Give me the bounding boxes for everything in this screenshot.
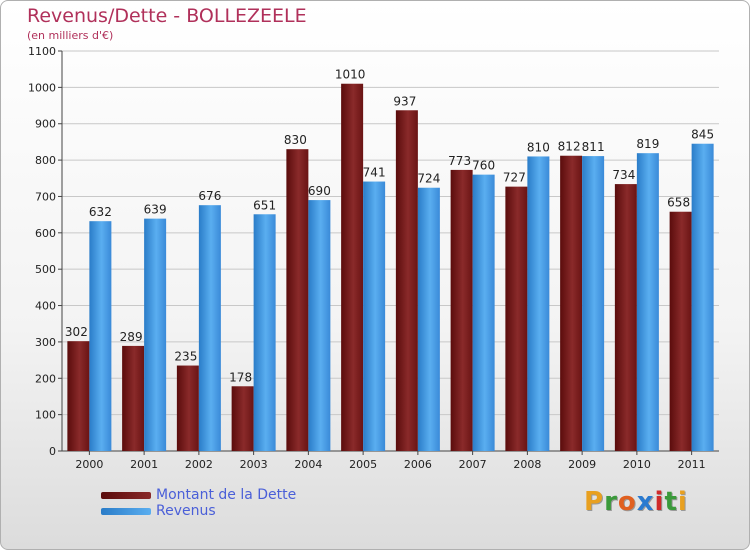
value-labels: 302 632 289 639 235 676 178 651 830 690 1010 741 937… bbox=[65, 68, 714, 385]
value-label-revenus-2007: 760 bbox=[472, 159, 495, 173]
logo-letter: t bbox=[664, 487, 678, 517]
x-tick-label: 2003 bbox=[240, 458, 268, 471]
legend-label-revenus: Revenus bbox=[156, 503, 216, 519]
value-label-dette-2003: 178 bbox=[229, 370, 252, 384]
x-tick-label: 2009 bbox=[568, 458, 596, 471]
value-label-revenus-2009: 811 bbox=[582, 140, 605, 154]
value-label-dette-2005: 1010 bbox=[335, 68, 366, 82]
value-label-revenus-2001: 639 bbox=[144, 203, 167, 217]
bar-revenus-2008 bbox=[527, 156, 550, 452]
value-label-dette-2008: 727 bbox=[503, 171, 526, 185]
value-label-revenus-2005: 741 bbox=[363, 166, 386, 180]
value-label-dette-2004: 830 bbox=[284, 133, 307, 147]
bar-dette-2010 bbox=[614, 184, 637, 451]
value-label-revenus-2002: 676 bbox=[198, 189, 221, 203]
gridlines bbox=[62, 50, 719, 416]
bar-revenus-2003 bbox=[253, 214, 276, 451]
bar-dette-2007 bbox=[450, 169, 473, 451]
logo-letter: o bbox=[617, 487, 637, 517]
value-label-revenus-2006: 724 bbox=[417, 172, 440, 186]
bar-dette-2001 bbox=[122, 345, 145, 451]
x-tick-label: 2011 bbox=[678, 458, 706, 471]
y-tick-label: 300 bbox=[35, 336, 56, 349]
value-label-dette-2006: 937 bbox=[393, 94, 416, 108]
value-label-revenus-2010: 819 bbox=[636, 137, 659, 151]
value-label-dette-2000: 302 bbox=[65, 325, 88, 339]
legend-swatch-dette bbox=[101, 492, 151, 499]
bar-revenus-2009 bbox=[582, 156, 605, 451]
value-label-dette-2001: 289 bbox=[120, 330, 143, 344]
bar-dette-2006 bbox=[395, 110, 418, 451]
value-label-revenus-2004: 690 bbox=[308, 184, 331, 198]
axes: 0 100 200 300 400 500 600 700 800 900 1000 1100 2000… bbox=[28, 45, 719, 471]
logo-letter: i bbox=[654, 487, 665, 517]
bar-dette-2000 bbox=[67, 341, 90, 451]
value-label-revenus-2000: 632 bbox=[89, 205, 112, 219]
value-label-dette-2010: 734 bbox=[612, 168, 635, 182]
bar-revenus-2011 bbox=[691, 143, 714, 451]
bar-revenus-2004 bbox=[308, 200, 331, 451]
bar-dette-2004 bbox=[286, 149, 309, 451]
y-tick-label: 400 bbox=[35, 300, 56, 313]
x-tick-label: 2000 bbox=[75, 458, 103, 471]
bar-revenus-2002 bbox=[198, 205, 221, 451]
bar-revenus-2000 bbox=[89, 221, 112, 451]
value-label-dette-2011: 658 bbox=[667, 196, 690, 210]
bar-dette-2011 bbox=[669, 211, 692, 451]
bar-dette-2008 bbox=[505, 186, 528, 452]
bar-revenus-2010 bbox=[636, 153, 659, 451]
y-tick-label: 200 bbox=[35, 372, 56, 385]
logo-letter: r bbox=[604, 487, 618, 517]
value-label-dette-2009: 812 bbox=[558, 140, 581, 154]
bar-revenus-2007 bbox=[472, 174, 495, 452]
logo-letter: x bbox=[636, 487, 655, 517]
y-tick-label: 600 bbox=[35, 227, 56, 240]
y-tick-label: 700 bbox=[35, 190, 56, 203]
value-label-revenus-2011: 845 bbox=[691, 128, 714, 142]
x-tick-label: 2007 bbox=[459, 458, 487, 471]
x-tick-label: 2002 bbox=[185, 458, 213, 471]
chart-subtitle: (en milliers d'€) bbox=[27, 29, 114, 42]
y-tick-label: 500 bbox=[35, 263, 56, 276]
bars bbox=[67, 83, 714, 452]
x-tick-label: 2005 bbox=[349, 458, 377, 471]
bar-revenus-2005 bbox=[363, 181, 386, 451]
bar-dette-2002 bbox=[176, 365, 199, 451]
bar-dette-2003 bbox=[231, 386, 254, 451]
bar-dette-2009 bbox=[560, 155, 583, 451]
x-tick-label: 2001 bbox=[130, 458, 158, 471]
y-tick-label: 0 bbox=[49, 445, 56, 458]
y-tick-label: 100 bbox=[35, 409, 56, 422]
proxiti-logo: Proxiti bbox=[584, 487, 688, 517]
x-tick-label: 2004 bbox=[294, 458, 322, 471]
logo-letter: i bbox=[677, 487, 688, 517]
x-tick-label: 2008 bbox=[513, 458, 541, 471]
bar-revenus-2006 bbox=[417, 187, 440, 451]
x-tick-label: 2010 bbox=[623, 458, 651, 471]
logo-letter: P bbox=[584, 487, 605, 517]
bar-revenus-2001 bbox=[144, 218, 167, 451]
y-tick-label: 900 bbox=[35, 118, 56, 131]
value-label-dette-2002: 235 bbox=[174, 350, 197, 364]
x-tick-label: 2006 bbox=[404, 458, 432, 471]
chart-title: Revenus/Dette - BOLLEZEELE bbox=[27, 5, 307, 27]
y-tick-label: 800 bbox=[35, 154, 56, 167]
y-tick-label: 1000 bbox=[28, 81, 56, 94]
value-label-revenus-2003: 651 bbox=[253, 198, 276, 212]
value-label-revenus-2008: 810 bbox=[527, 140, 550, 154]
legend-label-dette: Montant de la Dette bbox=[156, 487, 297, 503]
value-label-dette-2007: 773 bbox=[448, 154, 471, 168]
bar-dette-2005 bbox=[341, 83, 364, 452]
legend-swatch-revenus bbox=[101, 508, 151, 515]
y-tick-label: 1100 bbox=[28, 45, 56, 58]
